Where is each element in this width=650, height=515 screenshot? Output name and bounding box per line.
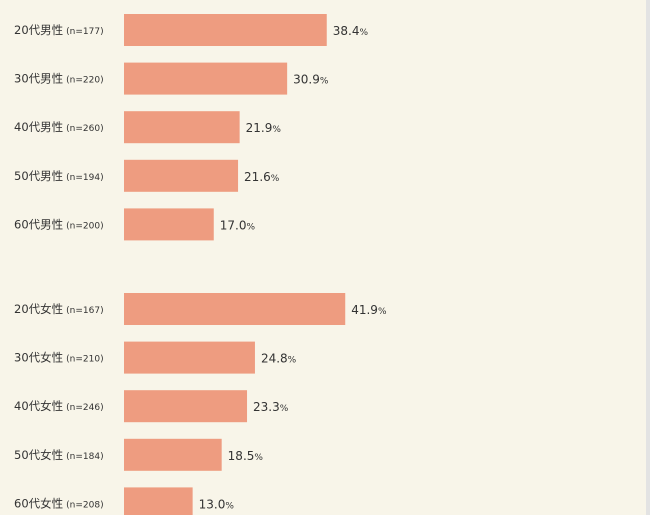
category-name: 50代男性 xyxy=(14,169,63,183)
category-label: 40代女性 (n=246) xyxy=(14,399,104,413)
data-label-unit: % xyxy=(246,222,255,232)
category-name: 40代男性 xyxy=(14,120,63,134)
category-name: 50代女性 xyxy=(14,448,63,462)
data-label-value: 17.0 xyxy=(220,218,247,232)
bar xyxy=(124,208,214,241)
data-label-value: 41.9 xyxy=(351,303,378,317)
data-label-value: 18.5 xyxy=(228,449,255,463)
category-sample-size: (n=208) xyxy=(66,500,103,510)
category-sample-size: (n=184) xyxy=(66,452,103,462)
data-label-value: 21.9 xyxy=(246,121,273,135)
category-sample-size: (n=246) xyxy=(66,403,103,413)
category-label: 50代女性 (n=184) xyxy=(14,448,104,462)
data-label-unit: % xyxy=(288,356,297,366)
data-label-unit: % xyxy=(320,77,329,87)
category-name: 60代男性 xyxy=(14,217,63,231)
data-label-value: 38.4 xyxy=(333,24,360,38)
bar xyxy=(124,14,327,46)
data-label: 41.9% xyxy=(351,303,387,317)
data-label-unit: % xyxy=(225,501,234,511)
data-label: 21.6% xyxy=(244,170,280,184)
data-label-unit: % xyxy=(272,125,281,135)
data-label: 17.0% xyxy=(220,218,256,232)
data-label-unit: % xyxy=(254,453,263,463)
category-name: 40代女性 xyxy=(14,399,63,413)
bar xyxy=(124,390,248,423)
data-label: 21.9% xyxy=(246,121,282,135)
bar xyxy=(124,487,193,515)
category-label: 50代男性 (n=194) xyxy=(14,169,104,183)
data-label-unit: % xyxy=(271,174,280,184)
category-sample-size: (n=167) xyxy=(66,306,103,316)
page-edge xyxy=(646,0,650,515)
category-name: 30代男性 xyxy=(14,72,63,86)
category-sample-size: (n=200) xyxy=(66,221,103,231)
category-sample-size: (n=260) xyxy=(66,124,103,134)
data-label-unit: % xyxy=(359,28,368,38)
data-label: 13.0% xyxy=(199,497,235,511)
category-sample-size: (n=177) xyxy=(66,27,103,37)
bar xyxy=(124,111,240,144)
bar xyxy=(124,62,288,95)
category-label: 60代女性 (n=208) xyxy=(14,496,104,510)
bar xyxy=(124,293,346,325)
data-label-value: 24.8 xyxy=(261,352,288,366)
category-sample-size: (n=210) xyxy=(66,355,103,365)
data-label-value: 30.9 xyxy=(293,73,320,87)
category-label: 30代男性 (n=220) xyxy=(14,72,104,86)
category-label: 20代男性 (n=177) xyxy=(14,23,104,37)
category-label: 60代男性 (n=200) xyxy=(14,217,104,231)
category-name: 30代女性 xyxy=(14,351,63,365)
data-label-value: 21.6 xyxy=(244,170,271,184)
data-label-value: 13.0 xyxy=(199,497,226,511)
category-label: 30代女性 (n=210) xyxy=(14,351,104,365)
category-label: 20代女性 (n=167) xyxy=(14,302,104,316)
data-label: 23.3% xyxy=(253,400,289,414)
category-name: 20代男性 xyxy=(14,23,63,37)
category-name: 60代女性 xyxy=(14,496,63,510)
category-name: 20代女性 xyxy=(14,302,63,316)
data-label: 30.9% xyxy=(293,73,329,87)
category-sample-size: (n=220) xyxy=(66,76,103,86)
data-label-value: 23.3 xyxy=(253,400,280,414)
data-label-unit: % xyxy=(280,404,289,414)
data-label: 18.5% xyxy=(228,449,264,463)
category-label: 40代男性 (n=260) xyxy=(14,120,104,134)
bar xyxy=(124,438,222,471)
data-label-unit: % xyxy=(378,307,387,317)
category-sample-size: (n=194) xyxy=(66,173,103,183)
data-label: 24.8% xyxy=(261,352,297,366)
bar xyxy=(124,341,255,374)
bar xyxy=(124,159,239,192)
data-label: 38.4% xyxy=(333,24,369,38)
